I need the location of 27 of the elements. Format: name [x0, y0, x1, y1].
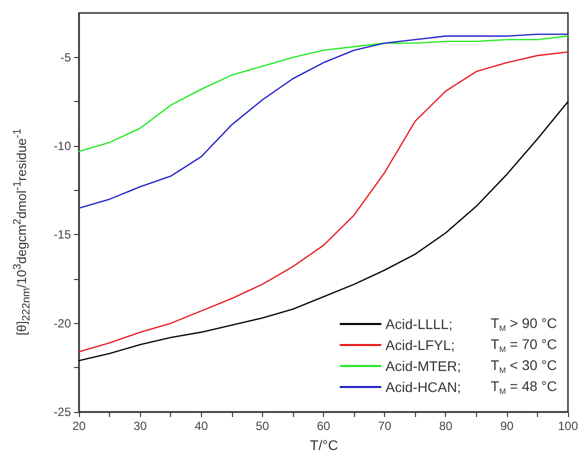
x-tick-label: 60: [316, 419, 330, 433]
x-tick-label: 30: [133, 419, 148, 433]
x-tick-label: 90: [500, 419, 514, 433]
x-tick-label: 80: [439, 419, 453, 433]
y-tick-label: -20: [54, 316, 72, 330]
y-tick-label: -10: [54, 139, 72, 153]
x-tick-label: 50: [256, 419, 270, 433]
x-tick-label: 100: [558, 419, 578, 433]
legend-label: Acid-MTER;: [386, 358, 461, 374]
y-tick-label: -25: [54, 405, 72, 419]
annotation: T$_{M}$ < 30 °C: [490, 356, 557, 376]
legend-label: Acid-LLLL;: [386, 316, 452, 332]
x-axis-title: T/°C: [310, 437, 338, 453]
annotation: T$_{M}$ = 70 °C: [490, 335, 557, 355]
x-tick-label: 70: [378, 419, 392, 433]
x-tick-label: 40: [194, 419, 208, 433]
annotation: T$_{M}$ > 90 °C: [490, 314, 557, 334]
y-tick-label: -15: [54, 228, 72, 242]
legend-label: Acid-LFYL;: [386, 337, 455, 353]
y-tick-label: -5: [60, 50, 72, 64]
annotation: T$_{M}$ = 48 °C: [490, 377, 557, 397]
legend-label: Acid-HCAN;: [386, 379, 462, 395]
line-series: [78, 101, 569, 362]
line-series: [78, 34, 569, 209]
x-tick-label: 20: [72, 419, 86, 433]
line-series: [78, 35, 569, 152]
line-series: [78, 51, 569, 352]
